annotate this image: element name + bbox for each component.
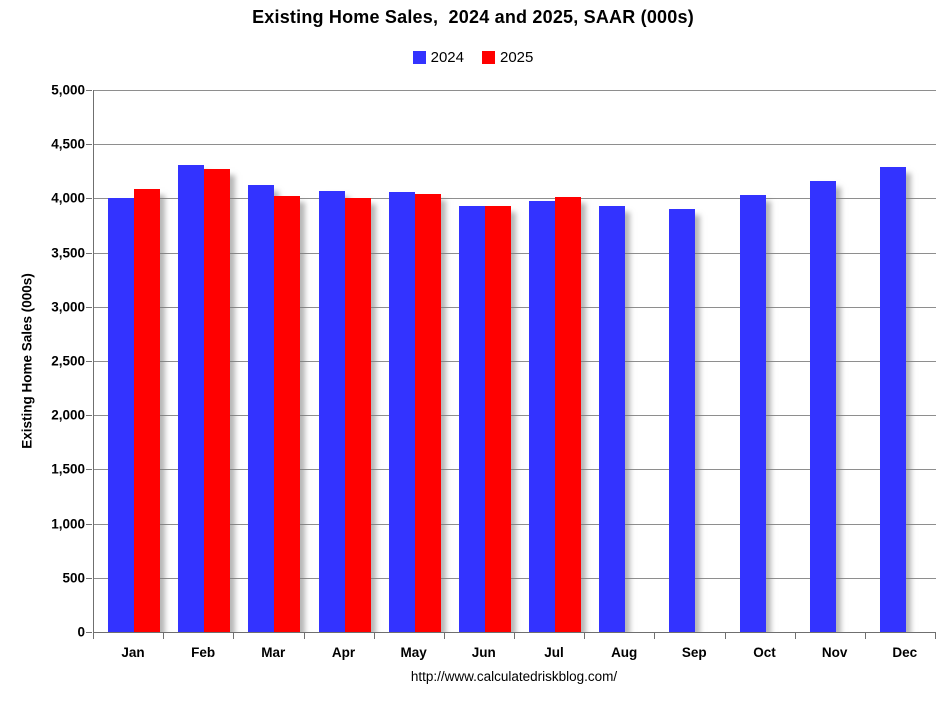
bar-2024-may (388, 191, 415, 632)
bar-2025-jun (484, 206, 511, 632)
bar-2024-oct (739, 195, 766, 632)
y-tick (86, 361, 92, 362)
x-tick-label-dec: Dec (892, 645, 918, 660)
x-tick-label-mar: Mar (261, 645, 286, 660)
y-tick-label: 0 (77, 624, 85, 640)
x-tick (724, 633, 726, 639)
y-tick (86, 469, 92, 471)
gridline (94, 144, 936, 146)
bar-2024-jul (529, 200, 555, 632)
y-tick (86, 90, 92, 91)
x-tick (584, 633, 586, 639)
bar-2024-jun (458, 206, 485, 632)
x-tick-label-jul: Jul (544, 645, 564, 660)
x-tick (303, 633, 305, 639)
x-tick (373, 633, 375, 639)
plot-area (93, 90, 936, 633)
bar-2024-jan (108, 198, 134, 632)
bar-2024-sep (669, 209, 696, 632)
bar-2025-may (414, 194, 441, 632)
y-tick-label: 3,500 (51, 245, 85, 261)
x-tick-label-feb: Feb (191, 645, 216, 660)
y-tick-label: 500 (62, 570, 85, 586)
gridline (94, 415, 936, 417)
x-tick-label-apr: Apr (331, 645, 356, 660)
bar-2025-mar (274, 196, 301, 632)
y-tick (86, 632, 92, 633)
gridline (94, 361, 936, 362)
x-tick (864, 633, 866, 639)
bar-2025-feb (204, 169, 231, 632)
plot-inner (94, 90, 936, 632)
gridline (94, 90, 936, 91)
bar-2024-aug (599, 206, 626, 632)
legend-swatch-2025-icon (482, 50, 495, 64)
y-tick-label: 2,000 (51, 407, 85, 423)
y-tick-label: 1,000 (51, 516, 85, 532)
gridline (94, 198, 936, 200)
y-tick-label: 5,000 (51, 82, 85, 98)
x-tick-label-sep: Sep (681, 645, 707, 660)
y-tick-label: 1,500 (51, 461, 85, 477)
y-tick-label: 4,000 (51, 190, 85, 206)
x-tick (93, 633, 94, 639)
y-tick (86, 252, 92, 254)
legend-label-2024: 2024 (430, 48, 464, 66)
x-tick (654, 633, 656, 639)
x-tick (514, 633, 515, 639)
gridline (94, 469, 936, 471)
legend-item-2025: 2025 (482, 49, 533, 66)
x-tick (233, 633, 235, 639)
gridline (94, 306, 936, 308)
source-url: http://www.calculatedriskblog.com/ (410, 669, 618, 684)
bar-2025-jul (555, 197, 581, 632)
bar-2025-apr (344, 198, 371, 632)
x-tick (443, 633, 445, 639)
legend: 2024 2025 (0, 47, 946, 67)
gridline (94, 523, 936, 525)
y-tick (86, 523, 92, 525)
x-tick (935, 633, 936, 639)
x-tick (794, 633, 796, 639)
bar-2025-jan (134, 188, 160, 632)
y-tick (86, 577, 92, 579)
y-tick-label: 2,500 (51, 353, 85, 369)
bar-2024-dec (879, 167, 906, 632)
x-tick-label-jan: Jan (121, 645, 145, 660)
legend-swatch-2024-icon (412, 50, 426, 64)
y-tick (86, 306, 92, 308)
x-tick-label-nov: Nov (821, 645, 848, 660)
y-tick (86, 415, 92, 417)
legend-item-2024: 2024 (412, 48, 464, 66)
x-tick-label-may: May (400, 645, 427, 660)
x-tick (163, 633, 165, 639)
bar-2024-apr (318, 190, 345, 632)
gridline (94, 252, 936, 254)
y-tick (86, 198, 92, 200)
y-tick-label: 4,500 (51, 136, 85, 152)
x-tick-label-jun: Jun (471, 645, 496, 660)
legend-label-2025: 2025 (500, 48, 534, 66)
y-tick-label: 3,000 (51, 299, 85, 315)
gridline (94, 577, 936, 579)
bar-2024-feb (178, 164, 205, 632)
chart-title: Existing Home Sales, 2024 and 2025, SAAR… (252, 7, 694, 27)
x-tick-label-oct: Oct (753, 645, 776, 660)
bar-2024-mar (248, 185, 275, 632)
bar-2024-nov (809, 181, 836, 632)
y-tick (86, 144, 92, 146)
x-tick-label-aug: Aug (611, 645, 638, 660)
y-axis-title: Existing Home Sales (000s) (19, 273, 35, 449)
